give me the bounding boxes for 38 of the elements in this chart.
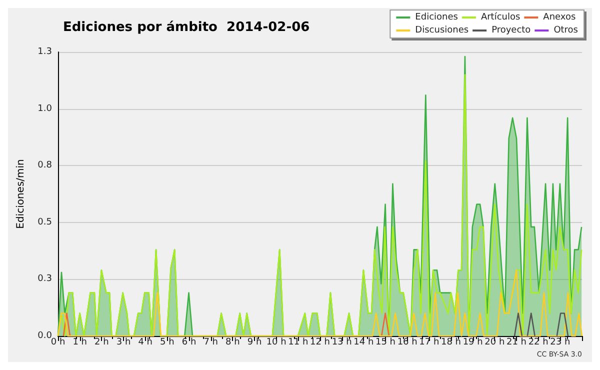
x-tick-label: 18 h [440, 338, 462, 348]
x-tick-label: 14 h [354, 338, 374, 348]
x-tick-label: 22 h [528, 338, 548, 348]
legend-label: Ediciones [415, 12, 458, 22]
y-axis-title: Ediciones/min [16, 159, 26, 229]
x-tick-label: 2 h [94, 338, 109, 348]
x-tick-label: 7 h [204, 338, 218, 348]
y-tick-label: 1.0 [38, 104, 52, 114]
x-tick-label: 19 h [462, 338, 483, 348]
y-tick-label: 0.3 [38, 274, 52, 284]
x-tick-label: 12 h [310, 338, 330, 348]
x-tick-label: 9 h [247, 338, 262, 348]
x-tick-label: 0 h [50, 338, 66, 348]
legend-label: Discusiones [415, 26, 469, 36]
x-tick-label: 11 h [288, 338, 308, 348]
x-tick-label: 10 h [266, 338, 286, 348]
y-tick-label: 0.0 [38, 331, 52, 341]
chart-title: Ediciones por ámbito 2014-02-06 [63, 20, 310, 35]
x-tick-label: 4 h [138, 338, 152, 348]
x-tick-label: 6 h [182, 338, 196, 348]
x-tick-label: 17 h [419, 338, 440, 348]
x-tick-label: 23 h [550, 338, 570, 348]
legend-label: Artículos [480, 12, 520, 22]
legend-label: Anexos [543, 12, 576, 22]
y-tick-label: 1.3 [38, 47, 52, 57]
x-tick-label: 13 h [332, 338, 352, 348]
y-tick-label: 0.8 [38, 160, 52, 171]
x-tick-label: 15 h [375, 338, 396, 348]
x-tick-label: 8 h [226, 338, 240, 348]
x-tick-label: 1 h [72, 338, 87, 348]
x-tick-label: 5 h [160, 338, 174, 348]
y-tick-label: 0.5 [38, 217, 52, 228]
x-tick-label: 3 h [116, 338, 131, 348]
legend-label: Otros [554, 26, 578, 36]
x-tick-label: 20 h [484, 338, 505, 348]
legend-label: Proyecto [492, 26, 532, 36]
x-tick-label: 21 h [506, 338, 527, 348]
x-tick-label: 16 h [397, 338, 418, 348]
